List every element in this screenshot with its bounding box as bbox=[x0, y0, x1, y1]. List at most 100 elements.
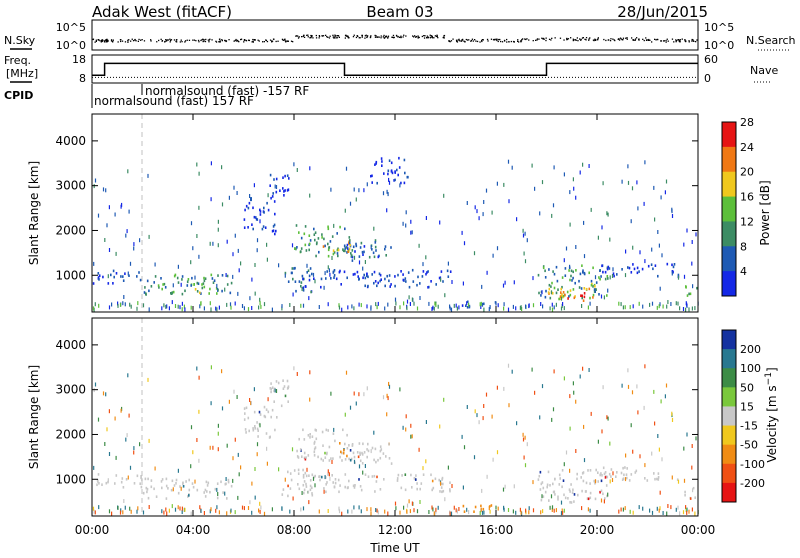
power-cell bbox=[606, 294, 608, 297]
power-cell bbox=[186, 280, 189, 284]
nsky-point bbox=[325, 34, 327, 36]
velocity-cell bbox=[218, 510, 220, 515]
velocity-cell bbox=[318, 509, 320, 514]
power-cell bbox=[124, 272, 126, 275]
power-cell bbox=[335, 277, 338, 281]
nsky-point bbox=[588, 38, 590, 40]
velocity-cell bbox=[651, 451, 653, 456]
velocity-cell bbox=[528, 506, 530, 511]
power-cell bbox=[688, 292, 690, 296]
velocity-cell bbox=[563, 462, 565, 467]
power-cell bbox=[318, 305, 320, 309]
x-axis-label: Time UT bbox=[369, 541, 420, 554]
velocity-cell bbox=[413, 508, 415, 513]
velocity-cell bbox=[410, 423, 412, 428]
power-cell bbox=[578, 286, 581, 289]
power-cell bbox=[583, 254, 586, 259]
power-cell bbox=[98, 278, 100, 281]
nsky-point bbox=[607, 39, 609, 41]
nsky-point bbox=[284, 38, 286, 40]
velocity-cell bbox=[129, 506, 131, 511]
velocity-cell bbox=[431, 505, 433, 510]
nsky-point bbox=[375, 35, 377, 37]
power-cell bbox=[405, 223, 407, 228]
nsky-point bbox=[654, 38, 656, 40]
velocity-cell bbox=[140, 475, 142, 478]
velocity-cell bbox=[311, 492, 313, 495]
power-cell bbox=[209, 287, 211, 291]
velocity-cell bbox=[232, 478, 234, 483]
velocity-cell bbox=[181, 510, 183, 514]
power-cell bbox=[313, 277, 315, 280]
power-cell bbox=[344, 247, 346, 250]
velocity-cell bbox=[342, 428, 344, 432]
velocity-cell bbox=[584, 490, 587, 493]
nsky-point bbox=[626, 37, 628, 39]
velocity-cell bbox=[570, 501, 573, 504]
velocity-cell bbox=[308, 474, 310, 477]
power-cell bbox=[580, 294, 582, 297]
nsky-point bbox=[443, 35, 445, 37]
power-cell bbox=[357, 275, 359, 278]
velocity-cell bbox=[259, 501, 261, 506]
velocity-cell bbox=[120, 408, 122, 413]
power-cell bbox=[305, 249, 308, 252]
nsky-point bbox=[385, 35, 387, 37]
nsky-point bbox=[374, 34, 376, 37]
velocity-cell bbox=[181, 506, 183, 511]
velocity-cell bbox=[315, 429, 317, 432]
power-cell bbox=[160, 277, 162, 280]
power-cell bbox=[483, 302, 485, 306]
velocity-cell bbox=[230, 484, 233, 488]
velocity-cell bbox=[416, 487, 418, 491]
power-cell bbox=[638, 270, 640, 273]
power-cell bbox=[177, 281, 180, 284]
nsky-point bbox=[275, 40, 277, 43]
velocity-cell bbox=[551, 417, 553, 422]
freq-series-line bbox=[92, 62, 698, 76]
velocity-cell bbox=[313, 442, 316, 445]
velocity-cell bbox=[303, 456, 306, 460]
nsky-point bbox=[302, 35, 304, 38]
power-cell bbox=[294, 280, 297, 283]
power-cell bbox=[267, 193, 269, 198]
velocity-cell bbox=[476, 413, 478, 418]
velocity-cell bbox=[297, 472, 300, 475]
power-cell bbox=[534, 186, 536, 191]
nsky-point bbox=[321, 35, 323, 37]
velocity-cell bbox=[402, 425, 404, 430]
velocity-cell bbox=[346, 454, 348, 458]
power-cell bbox=[540, 302, 542, 306]
nsky-point bbox=[380, 37, 382, 39]
velocity-cell bbox=[284, 477, 286, 482]
power-cell bbox=[146, 279, 149, 283]
nsearch-tick-top: 10^5 bbox=[704, 21, 734, 34]
power-cell bbox=[374, 280, 377, 283]
power-colorbar-tick: 4 bbox=[740, 265, 747, 278]
velocity-cell bbox=[108, 452, 111, 456]
nsky-point bbox=[124, 41, 127, 43]
power-cell bbox=[112, 269, 115, 273]
power-cell bbox=[114, 212, 116, 217]
velocity-cell bbox=[563, 376, 565, 381]
power-cell bbox=[339, 225, 341, 229]
power-cell bbox=[359, 246, 362, 249]
nsky-point bbox=[198, 41, 200, 43]
power-cell bbox=[348, 247, 351, 251]
nsky-point bbox=[585, 39, 587, 41]
power-cell bbox=[458, 305, 460, 310]
velocity-cell bbox=[437, 505, 439, 510]
velocity-cell bbox=[305, 482, 307, 486]
nsky-point bbox=[499, 38, 501, 41]
nsky-point bbox=[550, 39, 552, 41]
power-cell bbox=[611, 274, 614, 278]
x-tick-label: 00:00 bbox=[75, 523, 110, 537]
velocity-cell bbox=[297, 483, 299, 486]
velocity-cell bbox=[177, 491, 180, 495]
velocity-cell bbox=[177, 505, 179, 510]
velocity-cell bbox=[526, 442, 528, 447]
power-cell bbox=[333, 274, 336, 277]
power-cell bbox=[683, 242, 685, 247]
velocity-cell bbox=[610, 475, 612, 478]
velocity-cell bbox=[671, 418, 674, 422]
